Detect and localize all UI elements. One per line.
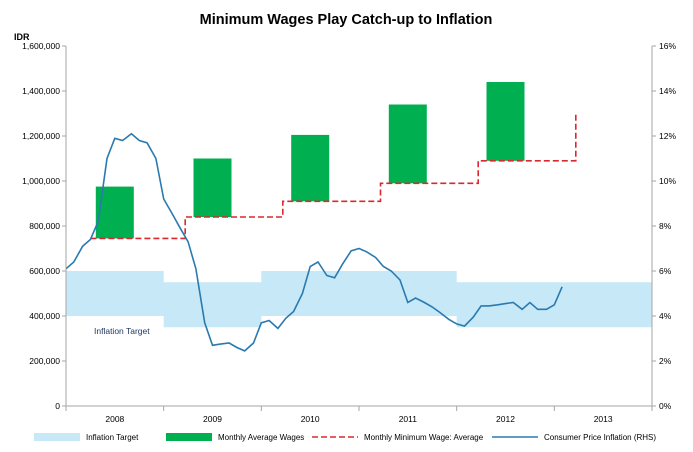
cpi-line-layer bbox=[65, 132, 563, 352]
x-tick-label: 2009 bbox=[203, 414, 222, 424]
x-tick-label: 2013 bbox=[594, 414, 613, 424]
legend-label: Monthly Minimum Wage: Average bbox=[364, 433, 484, 442]
right-tick-label: 6% bbox=[659, 266, 672, 276]
cpi-line bbox=[65, 132, 563, 352]
right-tick-label: 2% bbox=[659, 356, 672, 366]
inflation-target-band bbox=[66, 271, 652, 328]
left-tick-label: 200,000 bbox=[29, 356, 60, 366]
legend-swatch-inflation-target bbox=[34, 433, 80, 441]
minimum-wage-line-layer bbox=[90, 113, 577, 240]
right-tick-label: 12% bbox=[659, 131, 676, 141]
left-tick-label: 400,000 bbox=[29, 311, 60, 321]
inflation-target-band-layer bbox=[66, 271, 652, 328]
x-tick-label: 2011 bbox=[399, 414, 418, 424]
inflation-target-annotation: Inflation Target bbox=[94, 326, 150, 336]
wage-bar-2011 bbox=[388, 104, 427, 184]
left-tick-label: 1,200,000 bbox=[22, 131, 60, 141]
legend-swatch-average-wages bbox=[166, 433, 212, 441]
legend-label: Consumer Price Inflation (RHS) bbox=[544, 433, 656, 442]
right-tick-label: 16% bbox=[659, 41, 676, 51]
legend-label: Inflation Target bbox=[86, 433, 139, 442]
chart-title: Minimum Wages Play Catch-up to Inflation bbox=[200, 12, 493, 28]
x-tick-label: 2010 bbox=[301, 414, 320, 424]
monthly-average-wages-layer bbox=[95, 82, 525, 239]
left-tick-label: 1,600,000 bbox=[22, 41, 60, 51]
right-tick-label: 8% bbox=[659, 221, 672, 231]
legend-label: Monthly Average Wages bbox=[218, 433, 304, 442]
left-axis-label: IDR bbox=[14, 32, 30, 42]
right-tick-label: 10% bbox=[659, 176, 676, 186]
right-tick-label: 4% bbox=[659, 311, 672, 321]
x-tick-label: 2012 bbox=[496, 414, 515, 424]
wage-bar-2012 bbox=[486, 82, 525, 161]
minimum-wage-line bbox=[90, 113, 577, 240]
right-tick-label: 0% bbox=[659, 401, 672, 411]
right-tick-label: 14% bbox=[659, 86, 676, 96]
chart-legend: Inflation Target Monthly Average Wages Mon… bbox=[34, 433, 656, 442]
left-tick-label: 1,400,000 bbox=[22, 86, 60, 96]
wage-bar-2009 bbox=[193, 158, 232, 217]
axes-layer: 0 200,000 400,000 600,000 800,000 1,000,000 1,… bbox=[22, 41, 676, 424]
left-tick-label: 800,000 bbox=[29, 221, 60, 231]
wage-bar-2010 bbox=[291, 134, 330, 202]
left-tick-label: 1,000,000 bbox=[22, 176, 60, 186]
x-tick-label: 2008 bbox=[105, 414, 124, 424]
left-tick-label: 0 bbox=[55, 401, 60, 411]
left-tick-label: 600,000 bbox=[29, 266, 60, 276]
